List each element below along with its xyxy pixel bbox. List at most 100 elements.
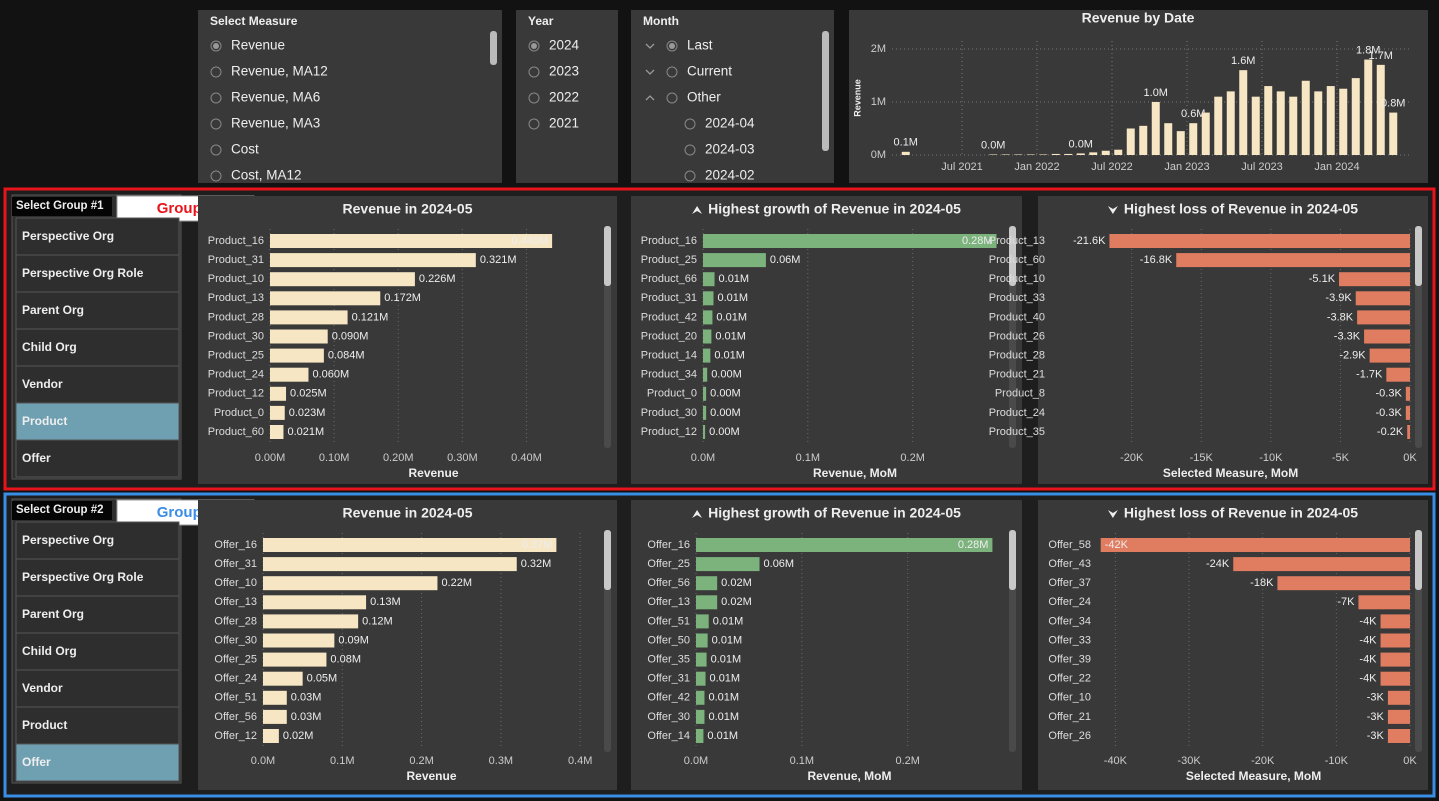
category-label: Product_25 [208, 350, 264, 362]
radio[interactable] [684, 118, 696, 130]
slicer-item[interactable]: Cost [231, 142, 259, 157]
category-label: Product_12 [641, 426, 697, 438]
group-option-label[interactable]: Perspective Org [22, 229, 114, 243]
group-option-label[interactable]: Child Org [22, 340, 77, 354]
bar [1026, 154, 1035, 155]
radio[interactable] [210, 66, 222, 78]
bar [1387, 729, 1410, 743]
slicer-item[interactable]: Cost, MA12 [231, 168, 302, 183]
data-label: 0.440M [511, 235, 548, 247]
group-option[interactable] [15, 217, 180, 256]
bar [703, 405, 707, 420]
expand-chevron[interactable] [645, 69, 655, 75]
data-label: -0.3K [1376, 407, 1403, 419]
group-option-label[interactable]: Product [22, 414, 67, 428]
group-option[interactable] [15, 558, 180, 597]
expand-chevron[interactable] [645, 43, 655, 49]
bar [696, 709, 705, 724]
radio[interactable] [528, 40, 540, 52]
radio[interactable] [666, 66, 678, 78]
bar [270, 425, 284, 439]
bar [1355, 291, 1410, 306]
radio[interactable] [528, 66, 540, 78]
scrollbar[interactable] [1009, 530, 1016, 590]
data-label: -3K [1367, 711, 1385, 723]
x-tick-label: Jan 2023 [1164, 161, 1209, 173]
x-tick-label: -20K [1251, 755, 1275, 767]
chart-title: Highest loss of Revenue in 2024-05 [1124, 201, 1358, 217]
scrollbar[interactable] [822, 31, 829, 151]
radio[interactable] [210, 170, 222, 182]
radio[interactable] [684, 170, 696, 182]
group-option-label[interactable]: Parent Org [22, 607, 84, 621]
scrollbar[interactable] [1415, 226, 1422, 286]
group-option[interactable] [15, 669, 180, 708]
slicer-item[interactable]: Last [687, 38, 713, 53]
group-option-label[interactable]: Vendor [22, 681, 63, 695]
group-option[interactable] [15, 291, 180, 330]
scrollbar[interactable] [1009, 226, 1016, 286]
group-option[interactable] [15, 743, 180, 782]
slicer-item[interactable]: Revenue, MA6 [231, 90, 320, 105]
bar [1389, 112, 1398, 155]
slicer-item[interactable]: Current [687, 64, 732, 79]
slicer-item[interactable]: 2023 [549, 64, 579, 79]
x-axis-label: Revenue [406, 769, 456, 783]
group-option-label[interactable]: Offer [22, 755, 51, 769]
group-option-label[interactable]: Offer [22, 451, 51, 465]
radio[interactable] [210, 40, 222, 52]
group-option-label[interactable]: Perspective Org [22, 533, 114, 547]
bar [1380, 652, 1410, 667]
data-label: -0.2K [1377, 426, 1404, 438]
scrollbar[interactable] [490, 31, 497, 65]
group-option-label[interactable]: Product [22, 718, 67, 732]
radio[interactable] [666, 92, 678, 104]
group-option[interactable] [15, 706, 180, 745]
category-label: Offer_39 [1048, 654, 1091, 666]
scrollbar[interactable] [604, 530, 611, 590]
radio[interactable] [210, 92, 222, 104]
group-option-label[interactable]: Parent Org [22, 303, 84, 317]
group-option[interactable] [15, 632, 180, 671]
radio[interactable] [528, 92, 540, 104]
group-option-label[interactable]: Perspective Org Role [22, 570, 144, 584]
group-option-label[interactable]: Vendor [22, 377, 63, 391]
group-option[interactable] [15, 595, 180, 634]
group-option-label[interactable]: Perspective Org Role [22, 266, 144, 280]
radio[interactable] [666, 40, 678, 52]
slicer-item[interactable]: Revenue, MA3 [231, 116, 320, 131]
group-option-label[interactable]: Child Org [22, 644, 77, 658]
data-label: -2.9K [1339, 350, 1366, 362]
slicer-item[interactable]: 2021 [549, 116, 579, 131]
expand-chevron[interactable] [645, 95, 655, 101]
chart-title: Revenue in 2024-05 [343, 201, 473, 217]
title-icon [1107, 206, 1118, 214]
y-axis-label: Revenue [852, 79, 862, 117]
radio[interactable] [210, 118, 222, 130]
slicer-item[interactable]: Revenue, MA12 [231, 64, 328, 79]
data-label: 0.090M [332, 330, 369, 342]
bar [1387, 709, 1410, 724]
bar [263, 729, 279, 743]
slicer-item[interactable]: Other [687, 90, 721, 105]
slicer-item[interactable]: 2024-03 [705, 142, 755, 157]
bar [270, 329, 328, 344]
group-option[interactable] [15, 521, 180, 560]
category-label: Product_0 [647, 388, 697, 400]
chart-title: Highest loss of Revenue in 2024-05 [1124, 505, 1358, 521]
category-label: Offer_13 [214, 596, 257, 608]
scrollbar[interactable] [1415, 530, 1422, 590]
category-label: Offer_51 [647, 615, 690, 627]
data-label: 0.03M [291, 692, 322, 704]
slicer-item[interactable]: Revenue [231, 38, 285, 53]
data-label: 0.01M [708, 711, 739, 723]
group-option[interactable] [15, 439, 180, 478]
radio[interactable] [528, 118, 540, 130]
slicer-item[interactable]: 2022 [549, 90, 579, 105]
radio[interactable] [210, 144, 222, 156]
slicer-item[interactable]: 2024 [549, 38, 580, 53]
slicer-item[interactable]: 2024-04 [705, 116, 755, 131]
scrollbar[interactable] [604, 226, 611, 286]
slicer-item[interactable]: 2024-02 [705, 168, 755, 183]
radio[interactable] [684, 144, 696, 156]
